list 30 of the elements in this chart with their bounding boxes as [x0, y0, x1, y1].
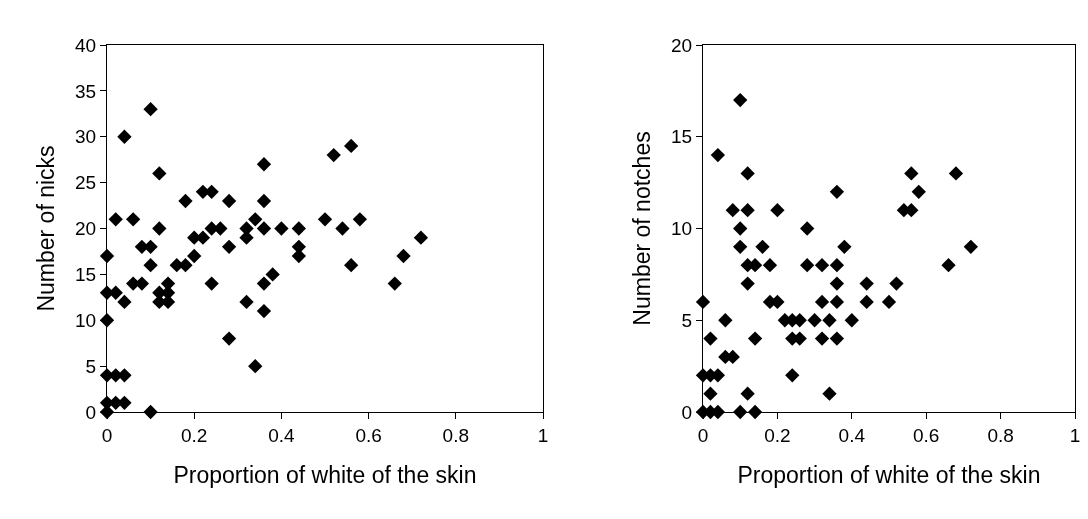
y-tick-label: 25: [75, 172, 97, 194]
y-tick-label: 0: [85, 401, 97, 423]
x-tick-label: 1: [537, 424, 549, 446]
x-tick-label: 1: [1069, 424, 1081, 446]
y-axis-title: Number of nicks: [32, 145, 59, 312]
y-tick-label: 10: [75, 309, 97, 331]
x-tick-label: 0.6: [912, 424, 940, 446]
x-tick-label: 0: [101, 424, 113, 446]
x-tick-label: 0.2: [764, 424, 791, 446]
y-tick-label: 40: [75, 34, 97, 56]
y-tick-label: 30: [75, 126, 97, 148]
x-tick-label: 0.8: [987, 424, 1014, 446]
y-axis-title: Number of notches: [628, 131, 655, 326]
x-axis-title: Proportion of white of the skin: [737, 462, 1041, 489]
x-tick-label: 0.2: [180, 424, 208, 446]
y-tick-label: 15: [671, 126, 693, 148]
x-tick-label: 0.4: [268, 424, 296, 446]
y-tick-label: 20: [75, 218, 97, 240]
x-axis-title: Proportion of white of the skin: [173, 462, 477, 489]
y-tick-label: 20: [671, 34, 693, 56]
x-tick-label: 0.6: [355, 424, 382, 446]
x-tick-label: 0: [697, 424, 709, 446]
y-tick-label: 35: [75, 80, 97, 102]
x-tick-label: 0.4: [838, 424, 866, 446]
x-tick-label: 0.8: [442, 424, 470, 446]
y-tick-label: 10: [671, 218, 693, 240]
y-tick-label: 5: [681, 309, 693, 331]
y-tick-label: 5: [85, 355, 97, 377]
y-tick-label: 15: [75, 264, 97, 286]
y-tick-label: 0: [681, 401, 693, 423]
